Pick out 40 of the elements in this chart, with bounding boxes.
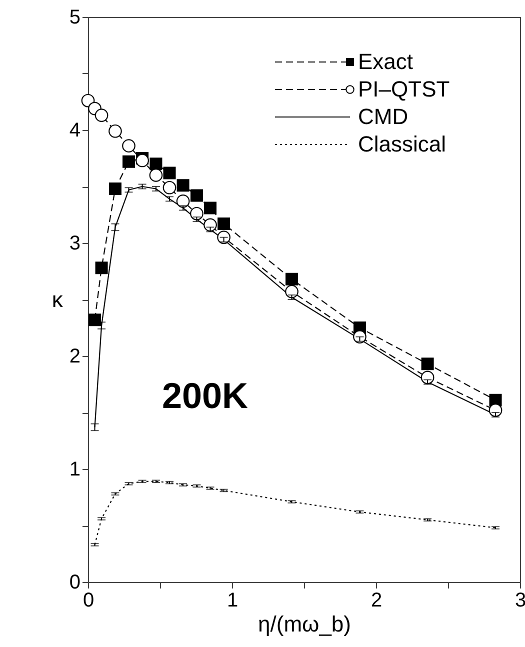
point: [204, 202, 217, 214]
x-tick-label: 1: [226, 590, 238, 612]
x-tick-label: 3: [514, 590, 525, 612]
y-tick-label: 4: [69, 120, 80, 142]
point: [176, 179, 190, 192]
point: [108, 182, 122, 196]
x-axis-title: η/(mω_b): [258, 612, 351, 636]
point: [204, 218, 217, 232]
point: [421, 358, 434, 370]
y-tick-label: 5: [69, 6, 80, 28]
point: [190, 206, 204, 220]
point: [122, 155, 136, 168]
point: [88, 314, 102, 326]
point: [176, 194, 190, 208]
y-axis-title: κ: [52, 287, 64, 312]
legend-label: Exact: [358, 49, 414, 74]
point: [190, 189, 203, 202]
point: [122, 139, 136, 152]
x-tick-label: 0: [82, 590, 94, 612]
legend-label: Classical: [358, 132, 446, 156]
point: [150, 158, 162, 170]
legend-label: CMD: [358, 104, 408, 129]
annotation: 200K: [162, 375, 248, 416]
y-tick-label: 0: [69, 572, 80, 594]
x-tick-label: 2: [370, 590, 382, 612]
point: [285, 284, 298, 298]
point: [94, 108, 108, 122]
point: [162, 180, 176, 194]
point: [163, 166, 176, 180]
point: [108, 124, 122, 138]
point: [136, 154, 149, 168]
point: [488, 404, 502, 417]
point: [420, 370, 434, 384]
legend-label: PI–QTST: [358, 76, 450, 102]
point: [95, 262, 108, 274]
point: [286, 272, 298, 286]
point: [218, 218, 230, 230]
y-tick-label: 3: [69, 232, 80, 254]
y-tick-label: 2: [69, 346, 80, 368]
y-tick-label: 1: [69, 458, 80, 480]
